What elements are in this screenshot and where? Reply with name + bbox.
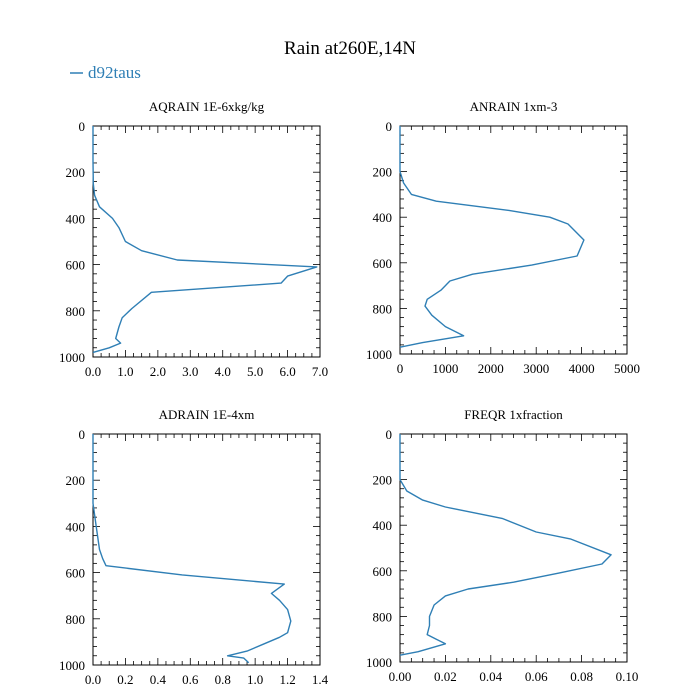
freqr-panel: FREQR 1xfraction 0.00 0.02 0.04 0.06 0.08 0.10… (366, 407, 638, 684)
adrain-y-tick-label: 800 (66, 612, 86, 627)
aqrain-y-tick-label: 1000 (59, 350, 85, 365)
adrain-panel: ADRAIN 1E-4xm 0.0 0.2 0.4 0.6 0.8 1.0 1.2 1.4 0 20… (59, 407, 329, 687)
aqrain-x-tick-label: 1.0 (117, 364, 133, 379)
freqr-y-tick-label: 800 (373, 609, 393, 624)
anrain-y-tick-label: 800 (373, 301, 393, 316)
adrain-x-tick-label: 1.0 (247, 672, 263, 687)
anrain-y-tick-label: 1000 (366, 347, 392, 362)
adrain-x-tick-label: 0.6 (182, 672, 199, 687)
aqrain-panel: AQRAIN 1E-6xkg/kg 0.0 1.0 2.0 3.0 4.0 5.0 6.0 7.… (59, 99, 328, 379)
adrain-title: ADRAIN 1E-4xm (159, 407, 255, 422)
aqrain-x-tick-label: 4.0 (215, 364, 231, 379)
adrain-y-tick-label: 400 (66, 519, 86, 534)
adrain-y-tick-label: 0 (79, 427, 86, 442)
aqrain-y-tick-label: 400 (66, 211, 86, 226)
freqr-y-tick-label: 200 (373, 473, 393, 488)
anrain-x-tick-label: 3000 (523, 361, 549, 376)
anrain-y-tick-label: 400 (373, 210, 393, 225)
freqr-x-tick-label: 0.06 (525, 669, 548, 684)
adrain-x-tick-label: 1.2 (279, 672, 295, 687)
adrain-x-tick-label: 0.4 (150, 672, 167, 687)
freqr-y-tick-label: 400 (373, 518, 393, 533)
adrain-x-tick-label: 0.8 (215, 672, 231, 687)
adrain-y-tick-label: 600 (66, 566, 86, 581)
aqrain-x-tick-label: 3.0 (182, 364, 198, 379)
aqrain-x-tick-label: 5.0 (247, 364, 263, 379)
anrain-x-tick-label: 2000 (478, 361, 504, 376)
legend-label: d92taus (88, 63, 141, 82)
freqr-x-tick-label: 0.08 (570, 669, 593, 684)
aqrain-series-line (92, 126, 318, 354)
aqrain-y-tick-label: 600 (66, 258, 86, 273)
freqr-x-tick-label: 0.10 (616, 669, 639, 684)
freqr-y-tick-label: 0 (386, 427, 393, 442)
freqr-y-tick-label: 1000 (366, 655, 392, 670)
anrain-x-tick-label: 0 (397, 361, 404, 376)
chart-panels: AQRAIN 1E-6xkg/kg 0.0 1.0 2.0 3.0 4.0 5.0 6.0 7.… (59, 99, 640, 687)
anrain-x-tick-label: 5000 (614, 361, 640, 376)
anrain-title: ANRAIN 1xm-3 (470, 99, 558, 114)
aqrain-y-tick-label: 0 (79, 119, 86, 134)
anrain-x-tick-label: 1000 (432, 361, 458, 376)
anrain-y-tick-label: 200 (373, 165, 393, 180)
freqr-series-line (399, 434, 612, 656)
aqrain-x-tick-label: 0.0 (85, 364, 101, 379)
freqr-title: FREQR 1xfraction (464, 407, 563, 422)
anrain-y-tick-label: 0 (386, 119, 393, 134)
adrain-y-tick-label: 200 (66, 473, 86, 488)
anrain-panel: ANRAIN 1xm-3 0 1000 2000 3000 4000 5000 0 200 400… (366, 99, 640, 376)
freqr-x-tick-label: 0.02 (434, 669, 457, 684)
aqrain-y-tick-label: 200 (66, 165, 86, 180)
anrain-y-tick-label: 600 (373, 256, 393, 271)
adrain-series-line (92, 434, 292, 664)
aqrain-frame (92, 125, 321, 358)
anrain-x-tick-label: 4000 (569, 361, 595, 376)
aqrain-title: AQRAIN 1E-6xkg/kg (149, 99, 265, 114)
aqrain-x-tick-label: 2.0 (150, 364, 166, 379)
aqrain-x-tick-label: 7.0 (312, 364, 328, 379)
anrain-frame (399, 125, 628, 355)
freqr-y-tick-label: 600 (373, 564, 393, 579)
aqrain-x-tick-label: 6.0 (279, 364, 295, 379)
freqr-x-tick-label: 0.04 (479, 669, 502, 684)
adrain-frame (92, 433, 321, 666)
aqrain-y-tick-label: 800 (66, 304, 86, 319)
adrain-y-tick-label: 1000 (59, 658, 85, 673)
adrain-x-tick-label: 0.2 (117, 672, 133, 687)
anrain-series-line (399, 126, 585, 348)
adrain-x-tick-label: 1.4 (312, 672, 329, 687)
freqr-x-tick-label: 0.00 (389, 669, 412, 684)
adrain-x-tick-label: 0.0 (85, 672, 101, 687)
figure-title: Rain at260E,14N (284, 38, 416, 59)
